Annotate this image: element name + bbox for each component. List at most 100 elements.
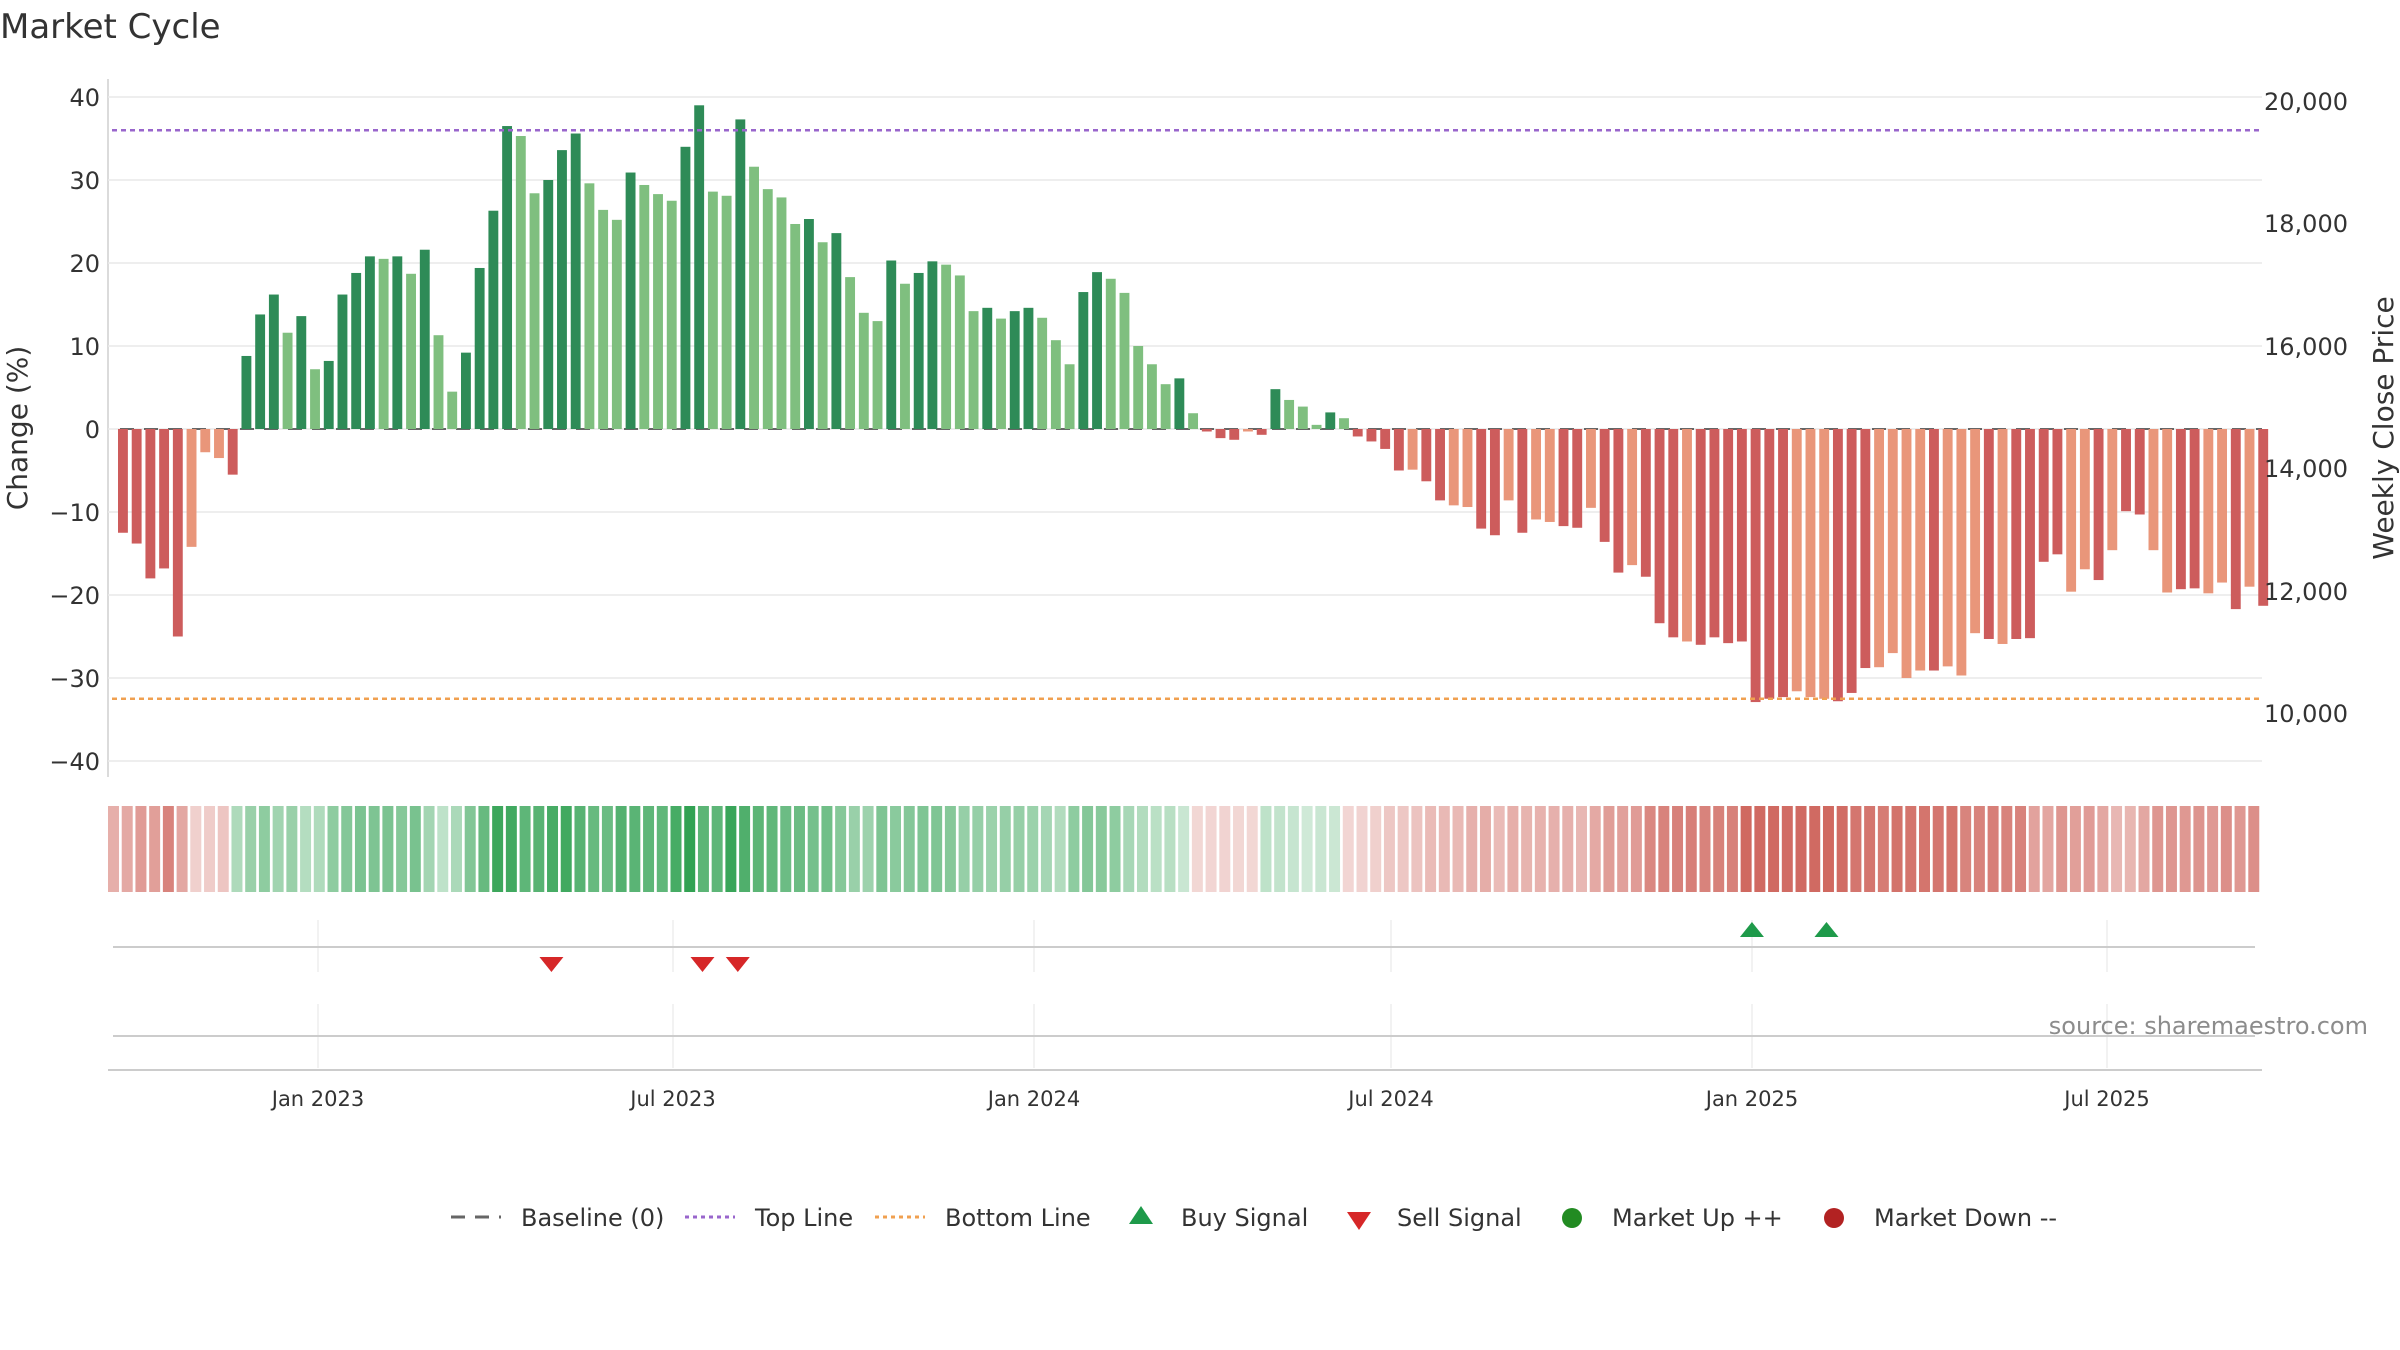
y-left-tick: −30 bbox=[49, 665, 100, 693]
heat-cell bbox=[286, 806, 298, 892]
change-bar bbox=[131, 429, 142, 544]
change-bar bbox=[2258, 429, 2269, 606]
change-bar bbox=[2148, 429, 2159, 551]
y-left-tick: 10 bbox=[69, 333, 100, 361]
change-bar bbox=[241, 355, 252, 429]
change-bar bbox=[1174, 378, 1185, 429]
buy-signal-icon bbox=[1129, 1206, 1153, 1224]
change-bar bbox=[1764, 429, 1775, 699]
heat-cell bbox=[835, 806, 847, 892]
heat-cell bbox=[1452, 806, 1464, 892]
change-bar bbox=[1050, 340, 1061, 429]
heat-cell bbox=[1479, 806, 1491, 892]
change-bar bbox=[214, 429, 224, 459]
heat-cell bbox=[272, 806, 284, 892]
heat-cell bbox=[1713, 806, 1725, 892]
y-right-axis-label: Weekly Close Price bbox=[2367, 296, 2400, 559]
y-left-tick: 40 bbox=[69, 84, 100, 112]
change-bar bbox=[1901, 429, 1912, 678]
heat-cell bbox=[2001, 806, 2013, 892]
y-left-tick: −20 bbox=[49, 582, 100, 610]
change-bar bbox=[1201, 429, 1212, 432]
change-bar bbox=[529, 193, 540, 429]
change-bar bbox=[1311, 424, 1322, 429]
market-down-icon bbox=[1824, 1208, 1844, 1228]
change-bar bbox=[1929, 429, 1939, 671]
change-bar bbox=[1064, 364, 1075, 429]
heat-cell bbox=[1905, 806, 1917, 892]
heat-cell bbox=[821, 806, 833, 892]
x-tick: Jul 2025 bbox=[2062, 1087, 2149, 1111]
heat-cell bbox=[793, 806, 805, 892]
heat-cell bbox=[1411, 806, 1423, 892]
legend-label: Market Down -- bbox=[1874, 1204, 2057, 1232]
change-bar bbox=[1531, 429, 1542, 520]
change-bar bbox=[1489, 429, 1500, 536]
heat-cell bbox=[437, 806, 449, 892]
change-bar bbox=[1640, 429, 1651, 577]
heat-cell bbox=[505, 806, 517, 892]
heat-cell bbox=[1699, 806, 1711, 892]
y-right-tick: 14,000 bbox=[2264, 455, 2348, 483]
change-bar bbox=[1819, 429, 1830, 699]
heat-cell bbox=[1054, 806, 1066, 892]
change-bar bbox=[2189, 429, 2200, 589]
heat-cell bbox=[300, 806, 312, 892]
y-left-tick: −40 bbox=[49, 748, 100, 776]
change-bar bbox=[1846, 429, 1857, 693]
heat-strip bbox=[108, 806, 2260, 892]
change-bar bbox=[2134, 429, 2145, 515]
heat-cell bbox=[848, 806, 860, 892]
change-bar bbox=[1887, 429, 1898, 654]
y-left-tick: 20 bbox=[69, 250, 100, 278]
change-bar bbox=[1805, 429, 1816, 698]
legend-label: Baseline (0) bbox=[521, 1204, 664, 1232]
change-bar bbox=[1723, 429, 1734, 644]
change-bar bbox=[1983, 429, 1994, 639]
heat-cell bbox=[1946, 806, 1958, 892]
heat-cell bbox=[1576, 806, 1587, 892]
heat-cell bbox=[1795, 806, 1807, 892]
change-bar bbox=[1393, 429, 1404, 471]
heat-cell bbox=[876, 806, 888, 892]
change-bar bbox=[776, 197, 787, 429]
change-bar bbox=[1119, 292, 1130, 429]
heat-cell bbox=[396, 806, 408, 892]
heat-cell bbox=[1630, 806, 1642, 892]
heat-cell bbox=[1521, 806, 1533, 892]
heat-cell bbox=[1932, 806, 1944, 892]
y-right-tick: 18,000 bbox=[2264, 210, 2348, 238]
heat-cell bbox=[1864, 806, 1876, 892]
heat-cell bbox=[1191, 806, 1203, 892]
signal-panel bbox=[113, 920, 2255, 972]
heat-cell bbox=[1136, 806, 1148, 892]
change-bar bbox=[1256, 429, 1267, 435]
change-bar bbox=[1023, 307, 1034, 429]
change-bar bbox=[1997, 429, 2008, 644]
heat-cell bbox=[2207, 806, 2219, 892]
change-bar bbox=[2230, 429, 2241, 610]
change-bar bbox=[1874, 429, 1885, 668]
change-bar bbox=[1613, 429, 1624, 573]
heat-cell bbox=[1548, 806, 1560, 892]
change-bar bbox=[1037, 317, 1048, 429]
heat-cell bbox=[2165, 806, 2177, 892]
change-bar bbox=[639, 184, 650, 429]
heat-cell bbox=[2152, 806, 2164, 892]
heat-cell bbox=[2083, 806, 2095, 892]
change-bar bbox=[1695, 429, 1706, 645]
legend-label: Top Line bbox=[754, 1204, 853, 1232]
heat-cell bbox=[697, 806, 709, 892]
change-bar bbox=[1215, 429, 1226, 439]
change-bar bbox=[653, 194, 663, 429]
heat-cell bbox=[1891, 806, 1903, 892]
change-bar bbox=[845, 277, 856, 429]
heat-cell bbox=[1644, 806, 1656, 892]
heat-cell bbox=[533, 806, 545, 892]
heat-cell bbox=[1205, 806, 1217, 892]
change-bar bbox=[1407, 429, 1418, 470]
change-bar bbox=[2066, 429, 2077, 592]
change-bar bbox=[1476, 429, 1487, 529]
change-bar bbox=[1558, 429, 1569, 527]
change-bar bbox=[1105, 278, 1116, 429]
